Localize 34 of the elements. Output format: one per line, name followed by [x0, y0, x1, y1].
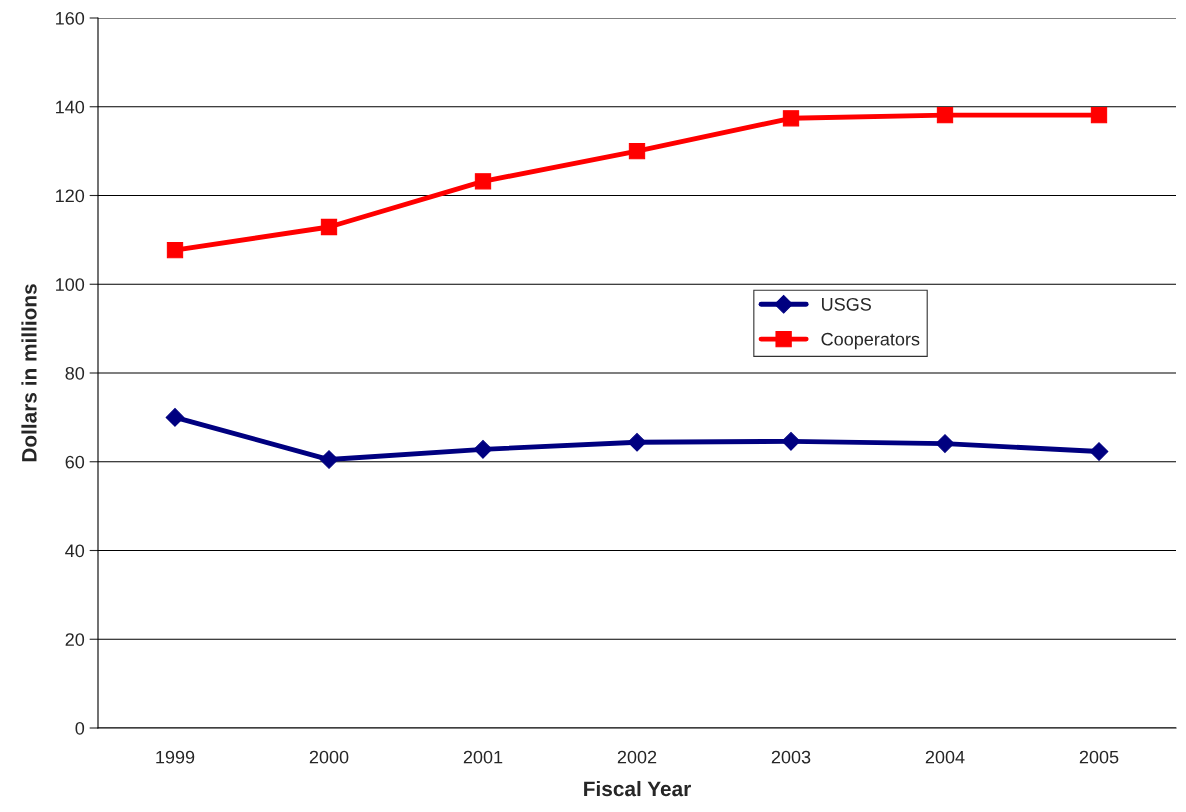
point: [627, 432, 647, 452]
x-tick-label: 2002: [617, 750, 657, 764]
point: [935, 434, 955, 453]
point: [782, 110, 800, 127]
point: [1090, 107, 1108, 124]
point: [936, 107, 954, 124]
y-tick-label: 140: [56, 100, 85, 114]
y-tick-label: 20: [65, 633, 85, 646]
y-tick-label: 100: [56, 278, 85, 291]
point: [1089, 442, 1109, 461]
y-tick-label: 120: [56, 189, 85, 203]
x-tick-label: 2000: [309, 750, 349, 764]
point: [320, 218, 338, 236]
y-axis-title: Dollars in millions: [21, 284, 37, 462]
y-tick-label: 0: [75, 721, 85, 735]
y-tick-label: 160: [56, 11, 85, 25]
x-tick-label: 2005: [1079, 750, 1119, 764]
y-tick-label: 80: [65, 366, 85, 380]
y-tick-label: 60: [65, 455, 85, 469]
point: [165, 408, 185, 427]
point: [166, 241, 184, 259]
x-tick-label: 2001: [463, 750, 503, 764]
point: [781, 431, 801, 451]
y-tick-label: 40: [65, 544, 85, 558]
x-tick-label: 2004: [925, 750, 965, 764]
x-tick-label: 2003: [771, 750, 811, 764]
point: [474, 173, 492, 190]
point: [628, 142, 646, 160]
x-tick-label: 1999: [156, 750, 195, 764]
legend-label: Cooperators: [821, 332, 920, 350]
legend-label: USGS: [822, 297, 871, 311]
x-axis-title: Fiscal Year: [584, 780, 691, 797]
point: [319, 450, 339, 469]
point: [473, 439, 493, 459]
